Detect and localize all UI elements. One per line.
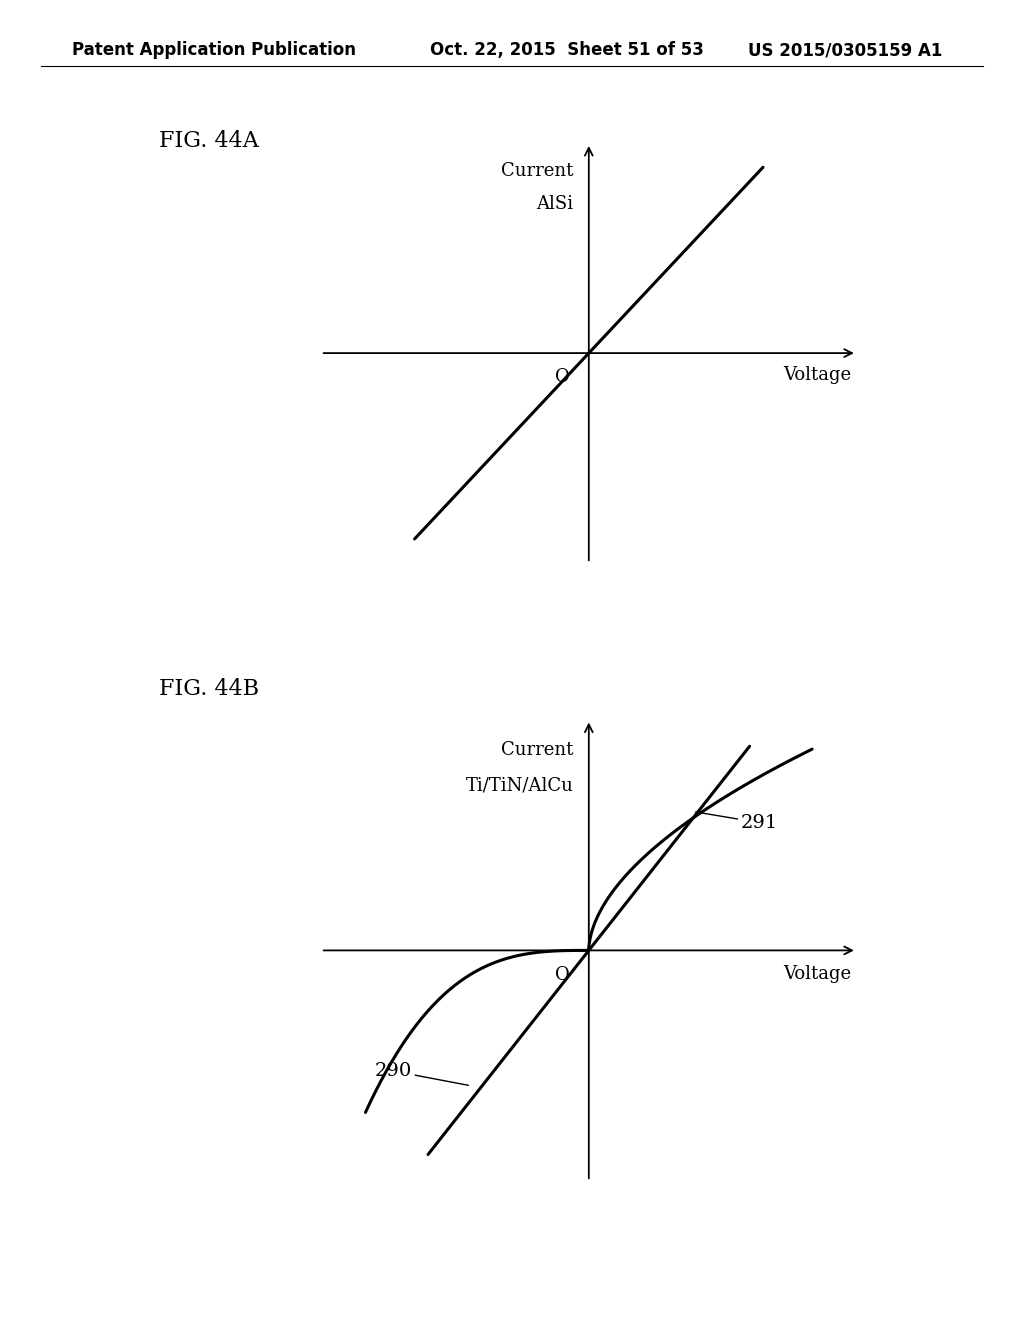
Text: Voltage: Voltage <box>783 965 851 982</box>
Text: Oct. 22, 2015  Sheet 51 of 53: Oct. 22, 2015 Sheet 51 of 53 <box>430 41 703 59</box>
Text: Current: Current <box>501 741 573 759</box>
Text: FIG. 44A: FIG. 44A <box>159 131 258 152</box>
Text: Current: Current <box>501 162 573 181</box>
Text: Ti/TiN/AlCu: Ti/TiN/AlCu <box>465 776 573 795</box>
Text: FIG. 44B: FIG. 44B <box>159 678 259 700</box>
Text: US 2015/0305159 A1: US 2015/0305159 A1 <box>748 41 942 59</box>
Text: 290: 290 <box>375 1063 468 1085</box>
Text: Voltage: Voltage <box>783 366 851 384</box>
Text: O: O <box>555 368 569 385</box>
Text: O: O <box>555 966 569 985</box>
Text: 291: 291 <box>695 812 777 832</box>
Text: AlSi: AlSi <box>537 195 573 213</box>
Text: Patent Application Publication: Patent Application Publication <box>72 41 355 59</box>
